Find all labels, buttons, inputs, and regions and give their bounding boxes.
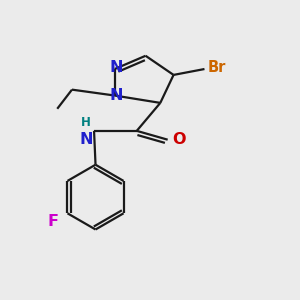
Text: N: N xyxy=(110,60,123,75)
Text: F: F xyxy=(48,214,59,229)
Text: N: N xyxy=(110,88,123,103)
Text: H: H xyxy=(81,116,91,129)
Text: N: N xyxy=(79,132,93,147)
Text: Br: Br xyxy=(207,60,226,75)
Text: O: O xyxy=(172,132,186,147)
